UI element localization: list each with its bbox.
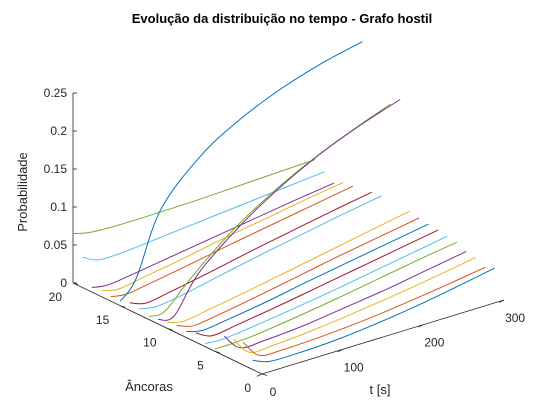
z-tick-label: 0.25	[44, 86, 68, 100]
series-line-anchor-16	[110, 185, 354, 298]
y-axis-label: Âncoras	[125, 379, 173, 394]
series-line-anchor-14	[129, 191, 373, 305]
y-tick-label: 0	[244, 381, 251, 395]
series-line-anchor-7	[195, 229, 439, 337]
y-tick	[120, 305, 126, 308]
z-axis-label: Probabilidade	[15, 152, 30, 232]
x-tick	[337, 348, 343, 353]
series-line-anchor-11	[157, 99, 401, 321]
series-line-anchor-3	[233, 257, 477, 354]
z-tick-label: 0.05	[44, 238, 68, 252]
x-tick-label: 100	[344, 360, 364, 374]
series-line-anchor-18	[91, 182, 335, 288]
y-tick-label: 20	[49, 290, 63, 304]
y-tick	[214, 350, 220, 354]
series-line-anchor-20	[72, 159, 316, 235]
series-line-anchor-15	[119, 41, 363, 302]
z-tick-label: 0.15	[44, 162, 68, 176]
z-tick-label: 0.1	[50, 200, 67, 214]
z-tick-label: 0	[60, 276, 67, 290]
x-tick	[498, 299, 505, 303]
y-tick-label: 10	[143, 336, 157, 350]
series-line-anchor-5	[214, 241, 458, 350]
x-tick-label: 0	[270, 385, 277, 399]
series-line-anchor-19	[82, 171, 325, 261]
y-tick	[261, 373, 268, 376]
series-line-anchor-10	[167, 210, 410, 324]
x-tick-label: 300	[505, 311, 525, 325]
y-tick-label: 15	[96, 313, 110, 327]
x-tick-label: 200	[424, 336, 444, 350]
series-line-anchor-8	[186, 223, 429, 333]
x-tick	[418, 324, 424, 328]
z-tick-label: 0.2	[50, 124, 67, 138]
series-line-anchor-2	[242, 266, 486, 357]
series-layer	[72, 41, 495, 363]
x-axis-label: t [s]	[370, 382, 391, 397]
series-line-anchor-13	[139, 195, 382, 310]
x-axis-line	[261, 299, 505, 375]
series-line-anchor-1	[252, 267, 495, 363]
series-line-anchor-17	[101, 181, 344, 292]
series-line-anchor-9	[176, 217, 420, 327]
y-tick	[167, 328, 173, 331]
chart-title: Evolução da distribuição no tempo - Graf…	[132, 11, 432, 26]
x-tick	[256, 373, 263, 377]
y-tick-label: 5	[197, 358, 204, 372]
series-line-anchor-6	[205, 235, 448, 345]
